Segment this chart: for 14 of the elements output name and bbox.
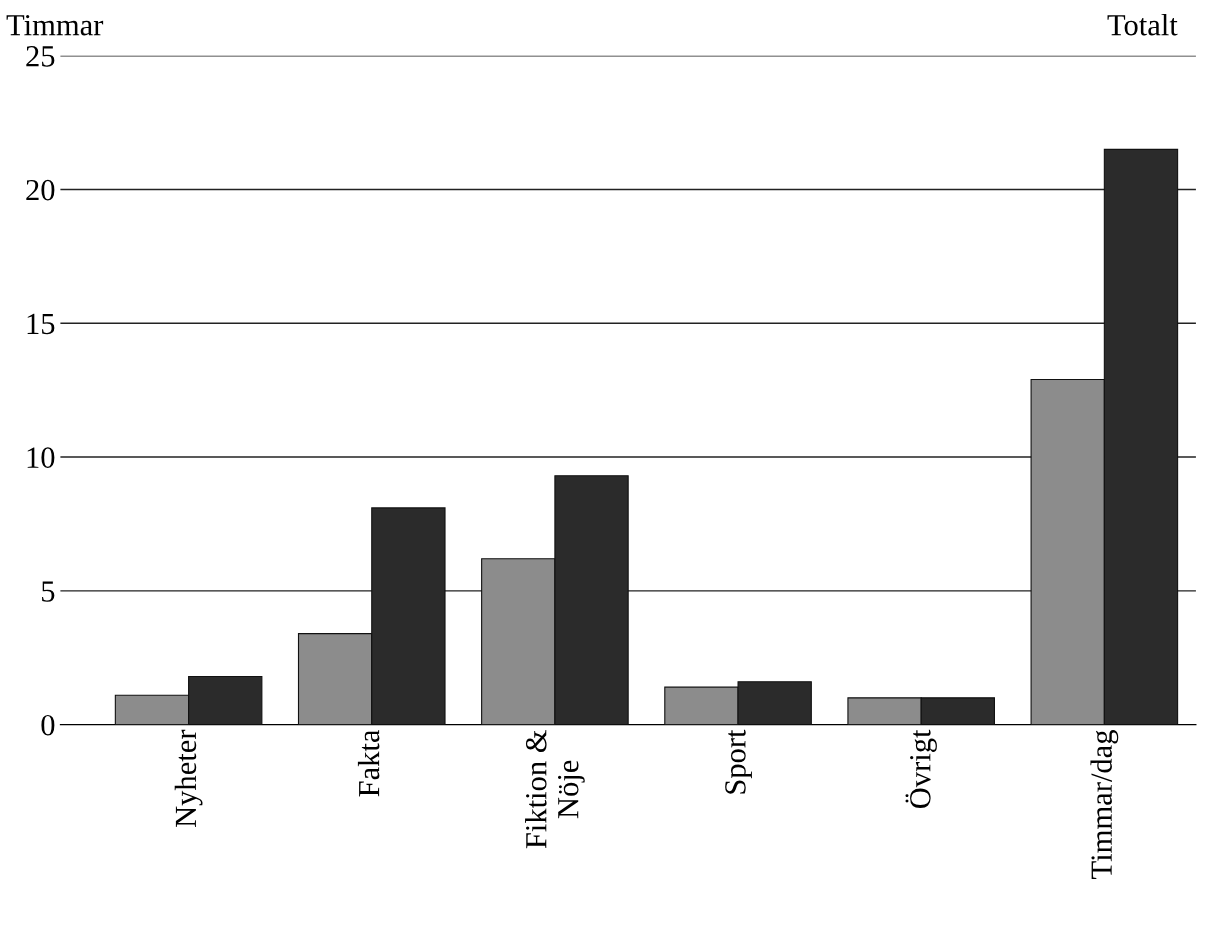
y-tick-label: 5 xyxy=(42,581,55,602)
y-tick-label: 25 xyxy=(26,46,55,67)
x-tick-label: Fiktion & Nöje xyxy=(525,730,585,849)
y-tick-label: 0 xyxy=(41,714,55,736)
x-tick-label: Övrigt xyxy=(905,729,937,808)
x-tick-label: Timmar/dag xyxy=(1090,730,1119,879)
x-tick-label: Nyheter xyxy=(174,729,203,828)
y-tick-label: 20 xyxy=(26,179,55,201)
x-tick-label: Sport xyxy=(725,729,752,794)
y-tick-label: 15 xyxy=(27,313,55,335)
y-tick-label: 10 xyxy=(27,447,55,468)
y-axis-title: Timmar xyxy=(6,14,104,36)
x-tick-label: Fakta xyxy=(357,729,380,797)
text: Totalt xyxy=(1107,13,1178,36)
